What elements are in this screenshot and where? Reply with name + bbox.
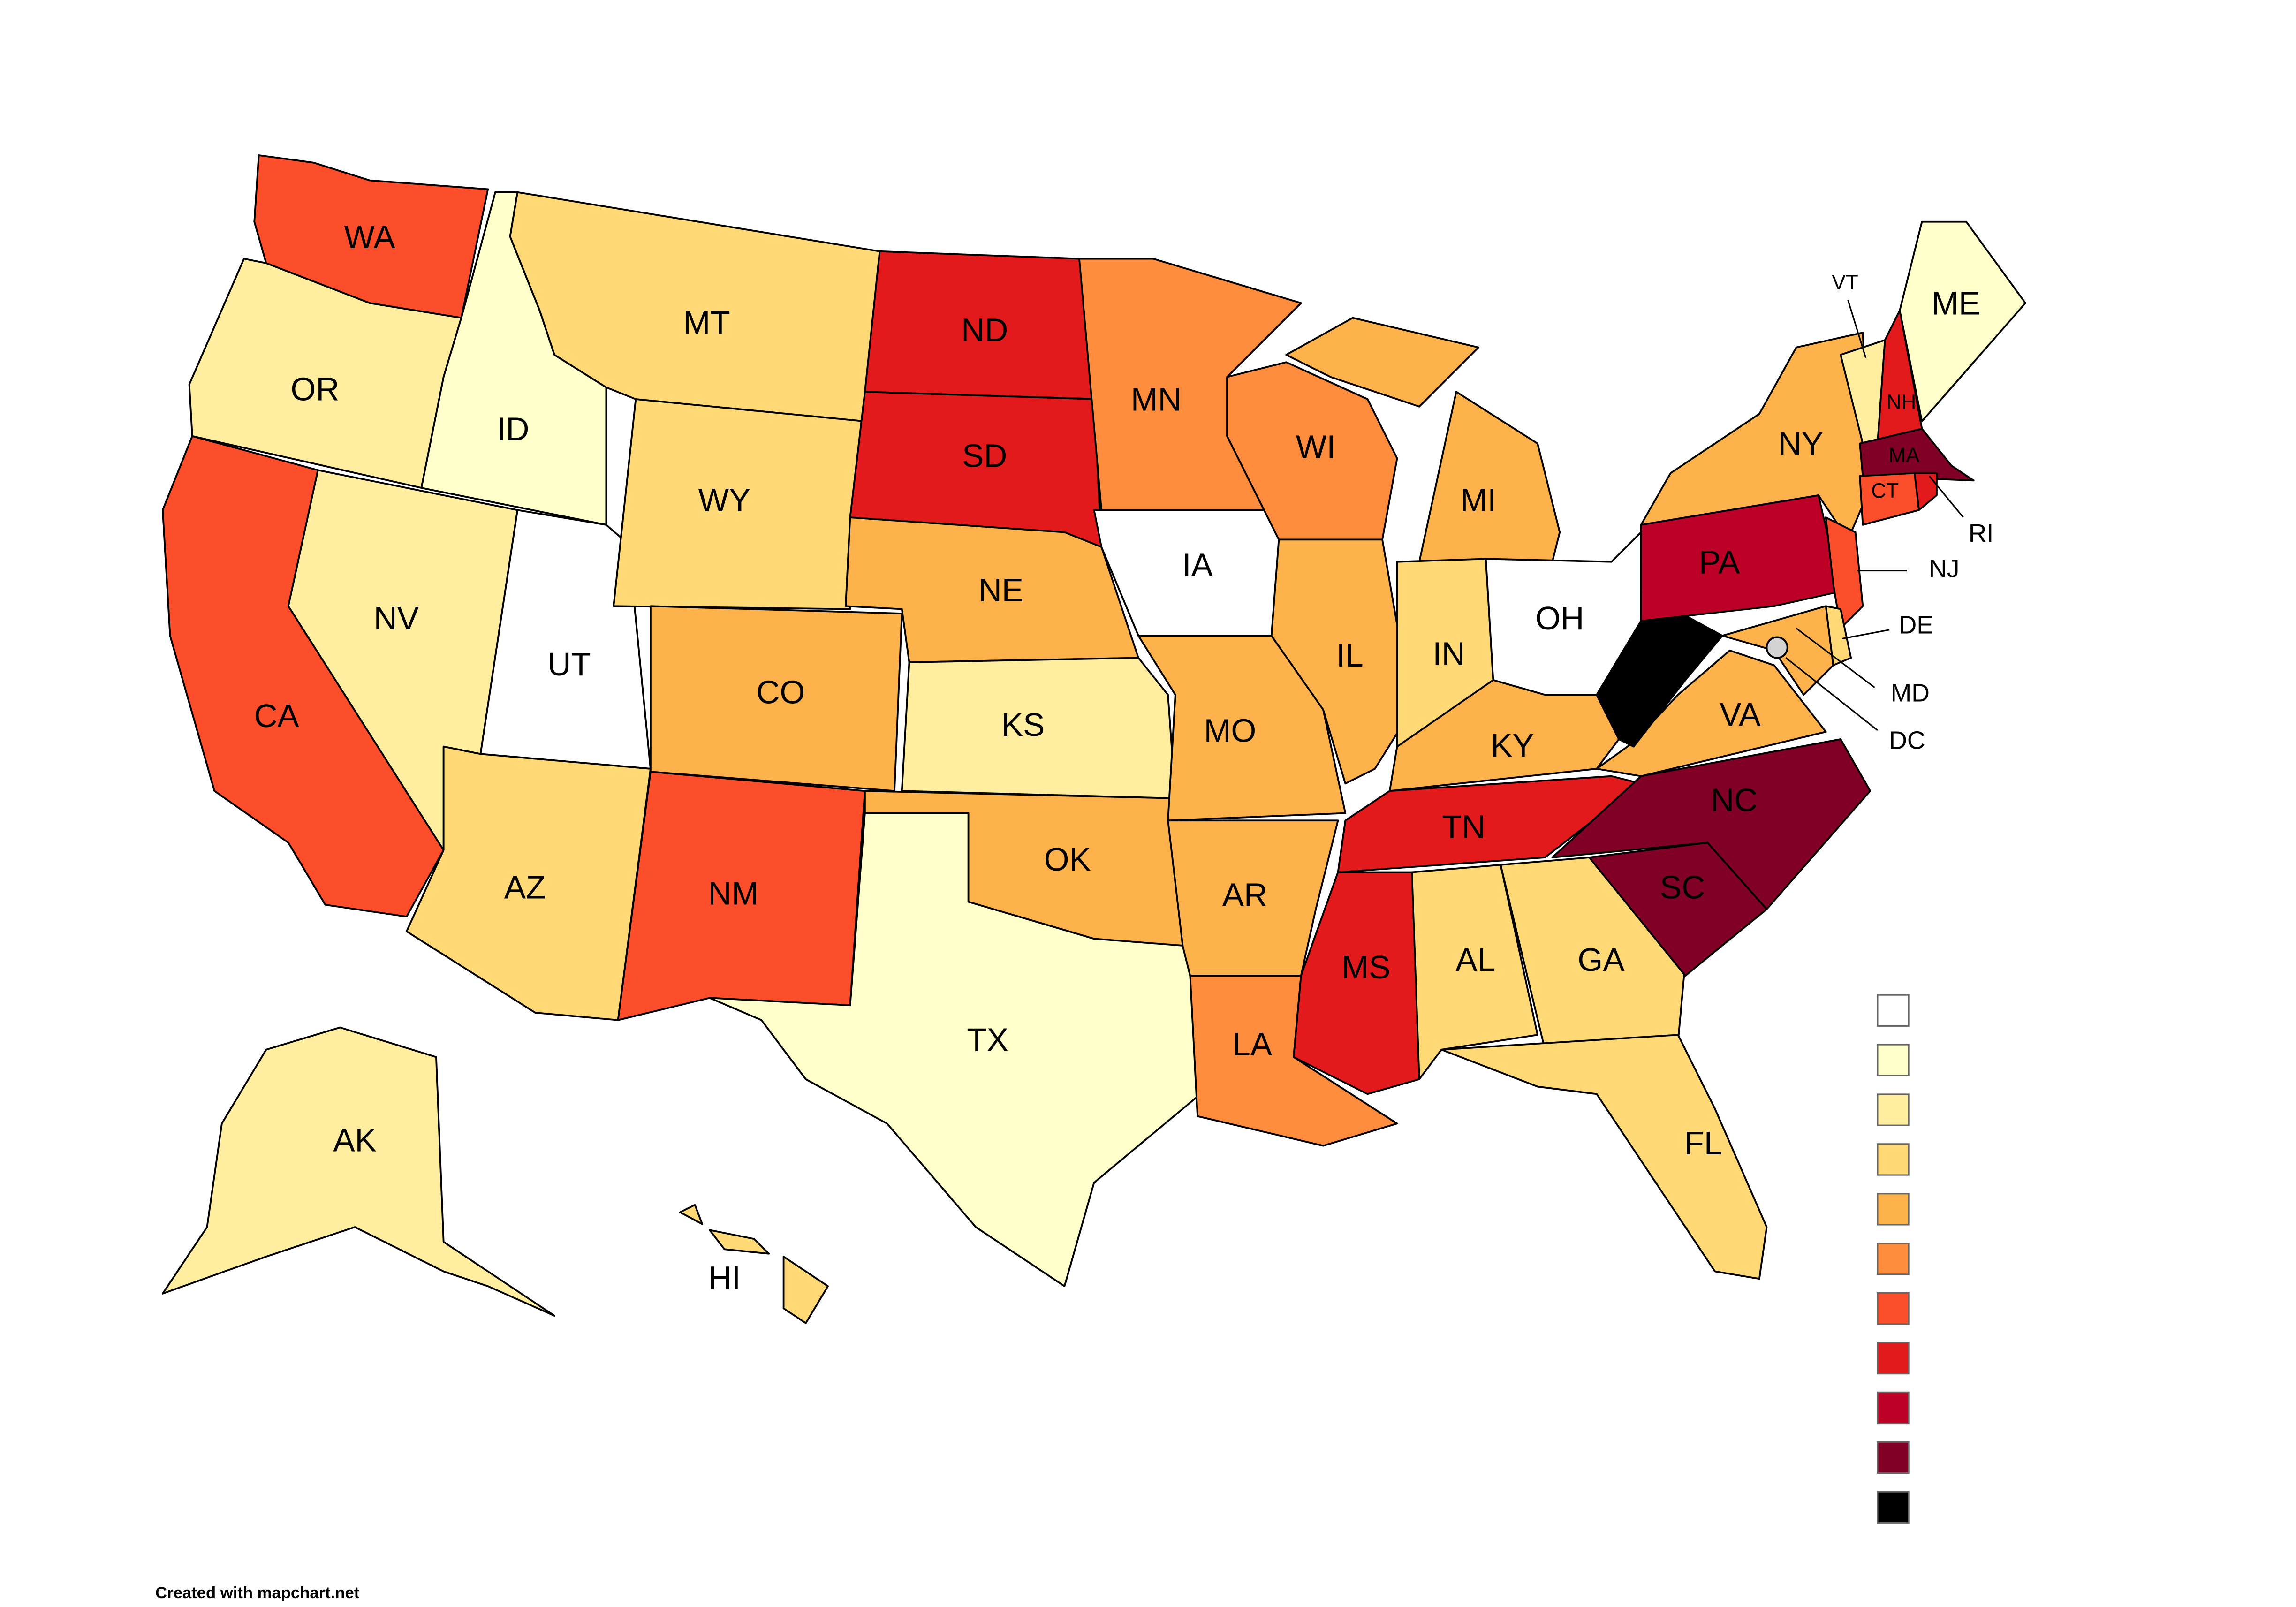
legend-swatch bbox=[1877, 1441, 1910, 1474]
state bbox=[479, 509, 652, 770]
state bbox=[709, 1229, 770, 1255]
state-label: DE bbox=[1899, 611, 1933, 639]
state-label: HI bbox=[708, 1259, 741, 1296]
state-label: CA bbox=[254, 697, 299, 734]
state bbox=[1859, 428, 1975, 482]
state bbox=[679, 1204, 704, 1225]
state bbox=[1766, 636, 1788, 659]
legend-swatch bbox=[1877, 1342, 1910, 1375]
state-label: NC bbox=[1711, 782, 1758, 819]
state bbox=[613, 398, 866, 610]
state-label: ME bbox=[1932, 285, 1980, 322]
state-label: LA bbox=[1232, 1026, 1273, 1062]
state-label: CO bbox=[756, 674, 805, 711]
state-label: ND bbox=[961, 311, 1008, 348]
state-label: DC bbox=[1889, 726, 1925, 754]
state bbox=[1411, 864, 1538, 1080]
state-label: MS bbox=[1341, 949, 1390, 985]
state bbox=[1418, 391, 1561, 563]
state-label: MT bbox=[683, 304, 730, 341]
leader-line bbox=[1785, 657, 1878, 731]
state bbox=[1270, 538, 1413, 785]
state-label: WA bbox=[344, 219, 396, 255]
state-label: VA bbox=[1720, 696, 1761, 733]
credit: Created with mapchart.net bbox=[155, 1584, 360, 1602]
state-shapes bbox=[161, 154, 2026, 1324]
legend-swatch bbox=[1877, 1292, 1910, 1325]
state-label: KY bbox=[1491, 727, 1534, 764]
state-label: OK bbox=[1044, 841, 1091, 878]
state-label: NV bbox=[374, 600, 419, 637]
leader-line bbox=[1796, 628, 1875, 688]
state-label: MI bbox=[1460, 482, 1496, 518]
legend-swatch bbox=[1877, 1044, 1910, 1076]
state-label: OH bbox=[1535, 600, 1584, 637]
state-label: NH bbox=[1886, 391, 1916, 414]
state-labels: WA OR CA ID NV UT AZ MT WY CO NM ND SD NE KS OK TX MN IA MO… bbox=[254, 219, 1993, 1296]
state-label: PA bbox=[1699, 544, 1740, 580]
state bbox=[1500, 857, 1687, 1051]
state-label: TX bbox=[967, 1021, 1008, 1058]
legend-swatch bbox=[1877, 1491, 1910, 1524]
state bbox=[1285, 317, 1479, 408]
legend-swatch bbox=[1877, 1243, 1910, 1275]
legend-swatch bbox=[1877, 1193, 1910, 1226]
state bbox=[161, 1026, 555, 1317]
state-label: FL bbox=[1684, 1125, 1722, 1161]
state-label: AL bbox=[1455, 941, 1495, 978]
state-label: WI bbox=[1296, 428, 1336, 465]
state-label: AR bbox=[1222, 876, 1267, 913]
state-label: MO bbox=[1204, 713, 1257, 749]
state bbox=[1825, 516, 1864, 629]
state-label: UT bbox=[547, 646, 591, 682]
state-label: IA bbox=[1182, 547, 1213, 584]
state bbox=[1913, 472, 1938, 511]
state-label: AK bbox=[333, 1122, 376, 1159]
state-label: IL bbox=[1336, 637, 1364, 674]
legend bbox=[1877, 994, 1910, 1524]
state-label: NM bbox=[708, 875, 759, 911]
state-label: MN bbox=[1131, 381, 1182, 418]
legend-swatch bbox=[1877, 1143, 1910, 1176]
state-label: NY bbox=[1778, 425, 1823, 462]
state-label: KS bbox=[1001, 706, 1045, 743]
state-label: MD bbox=[1891, 679, 1930, 707]
state bbox=[1440, 1034, 1768, 1280]
state-label: WY bbox=[698, 482, 751, 518]
legend-swatch bbox=[1877, 1093, 1910, 1126]
state-label: NE bbox=[978, 572, 1023, 608]
state-label: SC bbox=[1660, 869, 1705, 906]
state-label: AZ bbox=[504, 869, 546, 906]
leader-line bbox=[1841, 629, 1890, 640]
state-label: CT bbox=[1871, 479, 1899, 502]
state bbox=[782, 1256, 829, 1324]
state-label: NJ bbox=[1929, 555, 1959, 583]
state-label: IN bbox=[1432, 636, 1465, 672]
state-label: VT bbox=[1832, 271, 1858, 294]
state-label: RI bbox=[1969, 519, 1994, 547]
state-label: MA bbox=[1889, 444, 1920, 467]
state-label: SD bbox=[962, 437, 1007, 474]
leader-line bbox=[1929, 475, 1964, 518]
legend-swatch bbox=[1877, 994, 1910, 1027]
state-label: OR bbox=[290, 371, 339, 408]
state-label: ID bbox=[497, 411, 529, 447]
leader-line bbox=[1847, 300, 1867, 358]
state bbox=[709, 812, 1211, 1287]
state-label: GA bbox=[1577, 941, 1625, 978]
legend-swatch bbox=[1877, 1391, 1910, 1425]
leader-lines bbox=[1785, 300, 1964, 731]
state-label: TN bbox=[1442, 808, 1485, 845]
state bbox=[1899, 220, 2026, 423]
